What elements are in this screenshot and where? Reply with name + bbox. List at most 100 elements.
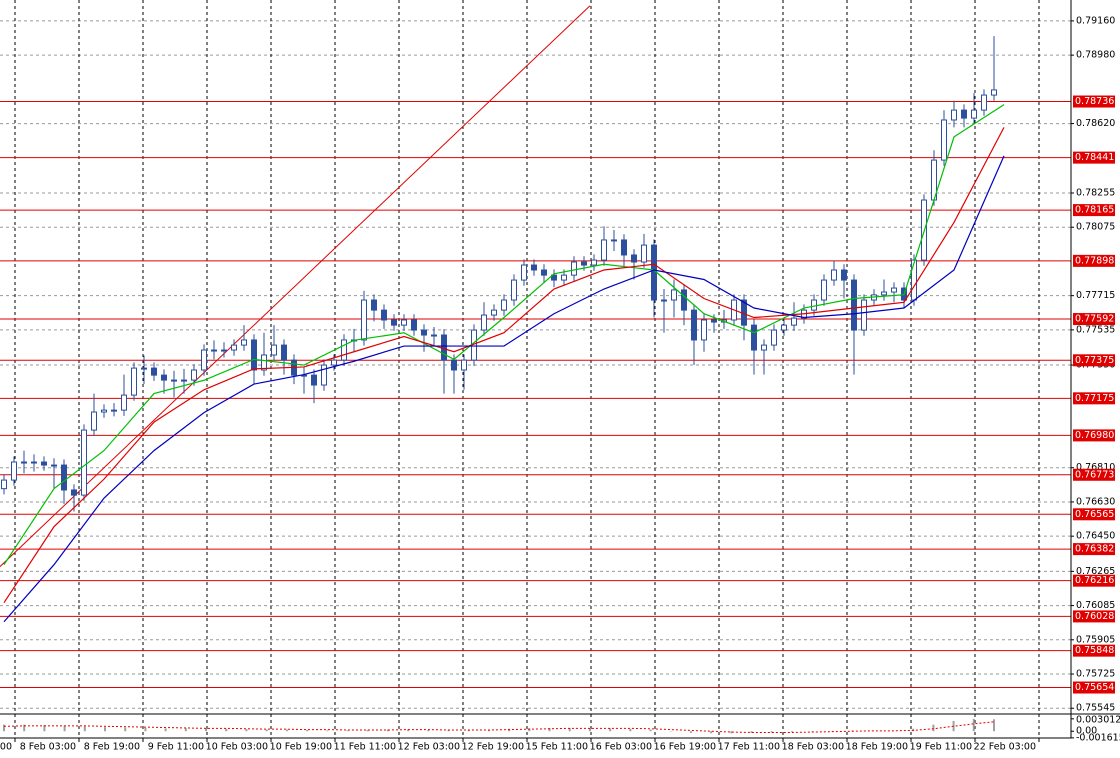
level-label-box (1073, 681, 1115, 694)
level-label: 0.75848 (1075, 645, 1114, 656)
candle-body (611, 239, 617, 242)
candle-body (411, 319, 417, 331)
level-label-box (1073, 644, 1115, 657)
level-label-box (1073, 354, 1115, 367)
candle-body (891, 287, 897, 293)
y-tick-label: 0.78255 (1076, 187, 1115, 198)
candle-body (851, 279, 857, 331)
candle-body (621, 239, 627, 256)
level-label: 0.75654 (1075, 682, 1114, 693)
candle-body (391, 319, 397, 326)
level-label: 0.76216 (1075, 575, 1114, 586)
candle-body (821, 279, 827, 301)
candle-body (991, 89, 997, 96)
candle-body (971, 109, 977, 119)
candle-body (631, 254, 637, 263)
level-label-box (1073, 429, 1115, 442)
level-label-box (1073, 392, 1115, 405)
y-tick-label: 0.76630 (1076, 496, 1115, 507)
candle-body (981, 94, 987, 111)
osc-tick-label: 0.00 (1076, 726, 1097, 737)
candle-body (581, 261, 587, 266)
candle-body (271, 344, 277, 356)
candle-body (421, 329, 427, 336)
candle-body (671, 289, 677, 301)
candle-body (791, 317, 797, 326)
level-label: 0.77592 (1075, 314, 1114, 325)
candle-body (241, 339, 247, 346)
y-tick-label: 0.76810 (1076, 462, 1115, 473)
level-label: 0.78441 (1075, 152, 1114, 163)
candle-body (571, 261, 577, 276)
y-tick-label: 0.76265 (1076, 566, 1115, 577)
candle-body (811, 299, 817, 311)
x-tick-label: 16 Feb 03:00 (590, 742, 652, 753)
candle-body (91, 411, 97, 431)
candle-body (251, 339, 257, 371)
level-label: 0.76980 (1075, 430, 1114, 441)
level-label: 0.78736 (1075, 96, 1114, 107)
candle-body (521, 264, 527, 281)
candle-body (121, 394, 127, 411)
candle-body (511, 279, 517, 301)
level-label-box (1073, 151, 1115, 164)
candle-body (701, 319, 707, 341)
level-label: 0.76028 (1075, 611, 1114, 622)
trendline (0, 5, 591, 567)
candle-body (961, 109, 967, 119)
candle-body (341, 339, 347, 361)
x-tick-label: 10 Feb 03:00 (206, 742, 268, 753)
candle-body (61, 464, 67, 491)
candle-body (331, 359, 337, 366)
level-label-box (1073, 468, 1115, 481)
level-label-box (1073, 204, 1115, 217)
candle-body (711, 319, 717, 323)
candle-body (11, 461, 17, 481)
candle-body (361, 299, 367, 341)
level-label-box (1073, 610, 1115, 623)
y-tick-label: 0.75545 (1076, 703, 1115, 714)
candle-body (591, 259, 597, 266)
osc-tick-label: -0.001615 (1076, 732, 1120, 743)
moving-average (3, 104, 1005, 566)
level-label-box (1073, 574, 1115, 587)
level-label: 0.77898 (1075, 255, 1114, 266)
candle-body (21, 461, 27, 464)
candle-body (531, 264, 537, 271)
level-label: 0.77175 (1075, 393, 1114, 404)
y-tick-label: 0.75725 (1076, 669, 1115, 680)
y-tick-label: 0.78075 (1076, 222, 1115, 233)
candle-body (231, 344, 237, 351)
candle-body (31, 461, 37, 464)
level-label-box (1073, 313, 1115, 326)
candle-body (101, 409, 107, 413)
y-tick-label: 0.76085 (1076, 600, 1115, 611)
candle-body (641, 244, 647, 263)
candle-body (191, 369, 197, 381)
y-tick-label: 0.78620 (1076, 118, 1115, 129)
x-tick-label: 11 Feb 11:00 (334, 742, 396, 753)
candle-body (381, 309, 387, 321)
candle-body (221, 349, 227, 352)
candle-body (861, 299, 867, 331)
x-tick-label: 18 Feb 19:00 (846, 742, 908, 753)
candle-body (401, 319, 407, 326)
y-tick-label: 0.77535 (1076, 324, 1115, 335)
candle-body (491, 309, 497, 316)
y-tick-label: 0.77715 (1076, 290, 1115, 301)
level-label: 0.76382 (1075, 544, 1114, 555)
candle-body (601, 239, 607, 261)
candle-body (831, 269, 837, 281)
candle-body (481, 314, 487, 331)
x-tick-label: 19 Feb 11:00 (910, 742, 972, 753)
candle-body (771, 329, 777, 346)
candle-body (781, 324, 787, 331)
x-tick-label: 18 Feb 03:00 (782, 742, 844, 753)
candle-body (131, 367, 137, 396)
candle-body (881, 291, 887, 296)
candle-body (951, 109, 957, 121)
level-label: 0.76773 (1075, 469, 1114, 480)
candle-body (501, 299, 507, 311)
x-tick-label: 16 Feb 19:00 (654, 742, 716, 753)
